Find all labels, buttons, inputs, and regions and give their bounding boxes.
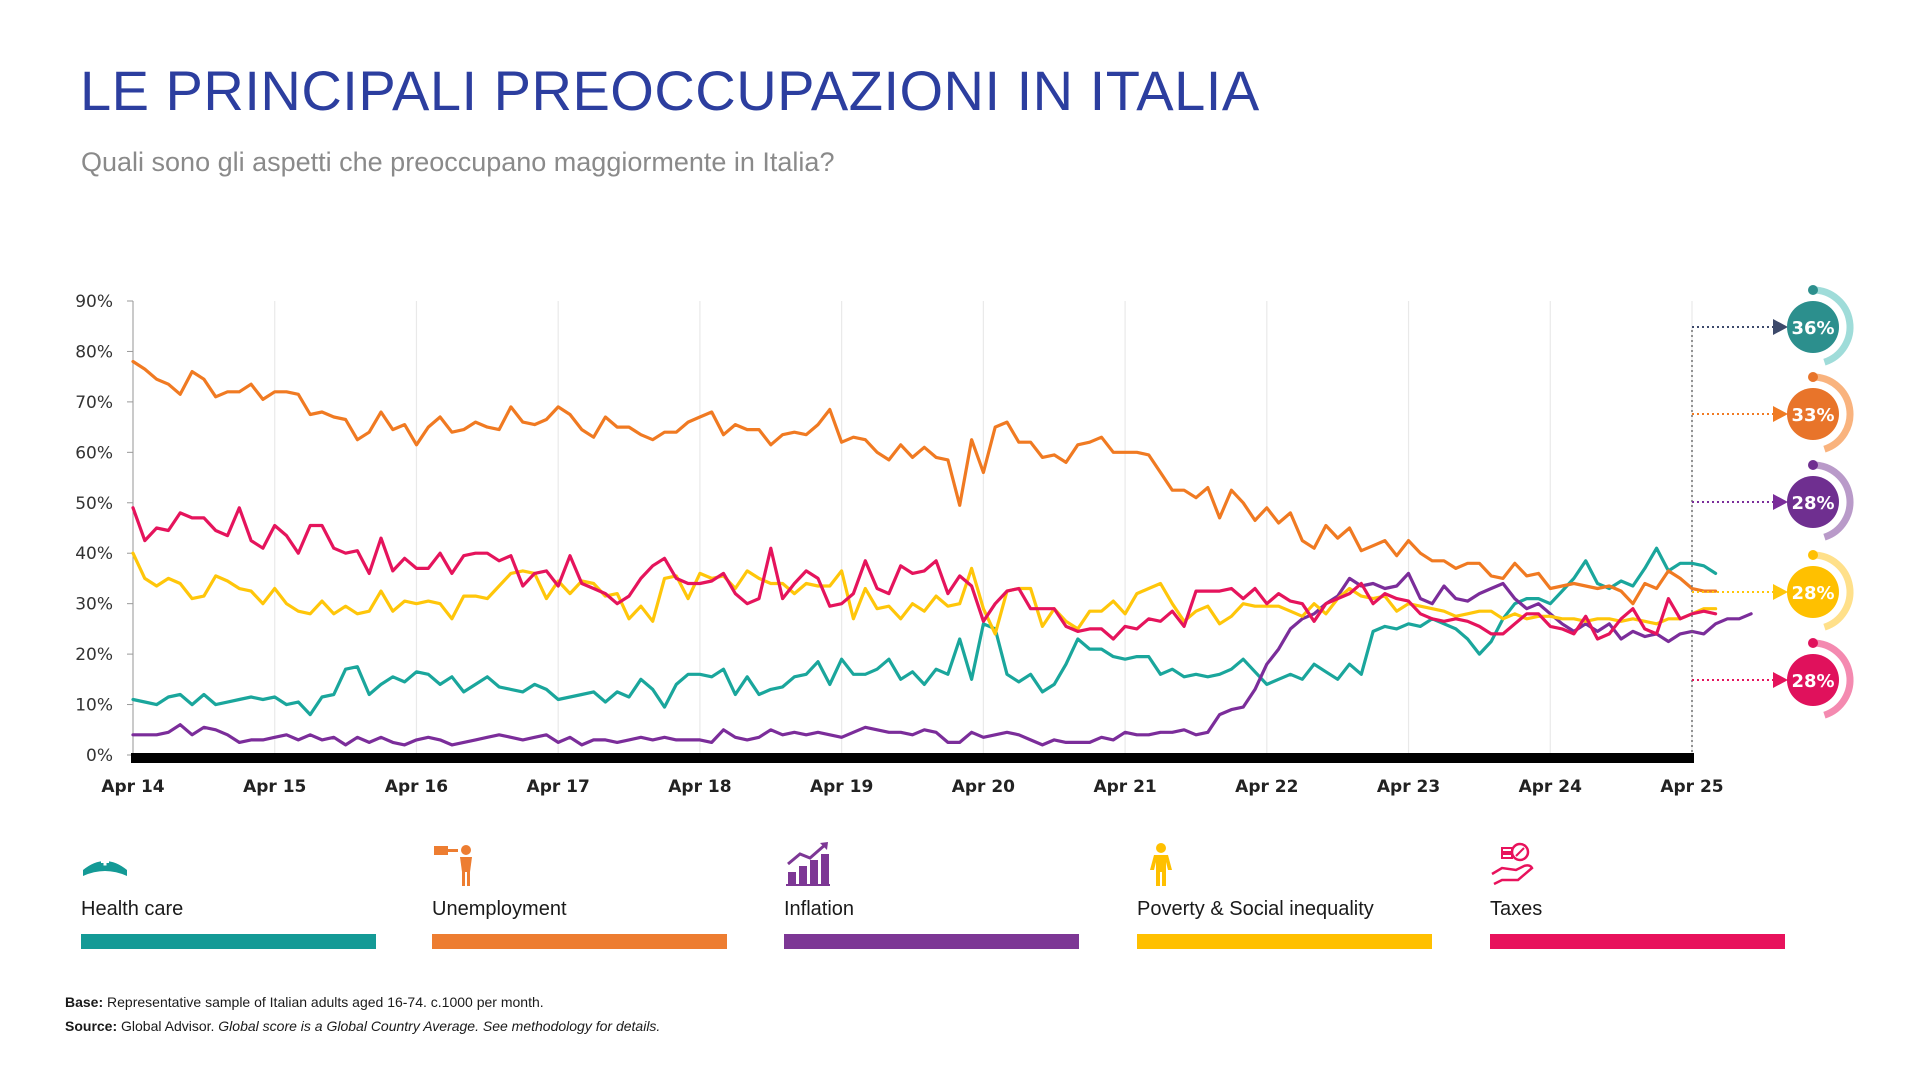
y-tick-label: 0% [86, 746, 113, 766]
legend-label: Inflation [784, 898, 855, 920]
legend-swatch [1490, 934, 1785, 949]
legend-item-health-care: Health care [81, 840, 376, 950]
y-tick-label: 50% [75, 494, 113, 514]
page-title: LE PRINCIPALI PREOCCUPAZIONI IN ITALIA [80, 59, 1260, 122]
y-tick-label: 30% [75, 595, 113, 615]
end-ring-dot [1808, 372, 1818, 382]
end-arrow-head [1773, 672, 1788, 688]
legend-item-unemployment: Unemployment [432, 840, 727, 950]
legend-swatch [784, 934, 1079, 949]
end-value-circle [1787, 301, 1839, 353]
end-ring-dot [1808, 460, 1818, 470]
end-arrow-head [1773, 584, 1788, 600]
x-tick-label: Apr 21 [1093, 777, 1156, 797]
end-ring-arc [1812, 373, 1854, 453]
footnotes: Base: Representative sample of Italian a… [65, 990, 660, 1038]
base-note: Base: Representative sample of Italian a… [65, 994, 544, 1010]
person-standing-icon [1150, 843, 1172, 886]
x-tick-label: Apr 15 [243, 777, 306, 797]
legend-item-poverty: Poverty & Social inequality [1137, 840, 1432, 950]
x-tick-label: Apr 20 [952, 777, 1015, 797]
end-ring-arc [1812, 286, 1854, 366]
y-tick-label: 60% [75, 443, 113, 463]
legend-item-inflation: Inflation [784, 840, 1079, 950]
end-ring-dot [1808, 550, 1818, 560]
end-value-label: 28% [1791, 583, 1834, 604]
y-tick-label: 70% [75, 393, 113, 413]
end-ring-arc [1812, 551, 1854, 631]
end-value-label: 28% [1791, 493, 1834, 514]
x-tick-label: Apr 24 [1519, 777, 1582, 797]
y-tick-label: 80% [75, 342, 113, 362]
series-line-unemployment [131, 359, 1718, 606]
rising-bars-icon [786, 842, 830, 886]
end-arrow-head [1773, 406, 1788, 422]
x-tick-label: Apr 22 [1235, 777, 1298, 797]
x-tick-label: Apr 19 [810, 777, 873, 797]
x-tick-label: Apr 17 [527, 777, 590, 797]
end-value-label: 33% [1791, 405, 1834, 426]
end-value-circle [1787, 388, 1839, 440]
y-tick-label: 90% [75, 292, 113, 312]
line-chart: 0%10%20%30%40%50%60%70%80%90% Apr 14 Apr … [75, 285, 1854, 797]
x-tick-label: Apr 18 [668, 777, 731, 797]
series-line-poverty-social-inequality [131, 551, 1718, 636]
x-tick-label: Apr 16 [385, 777, 448, 797]
series-line-inflation [131, 571, 1753, 747]
end-value-circle [1787, 476, 1839, 528]
source-note: Source: Global Advisor. Global score is … [65, 1018, 661, 1034]
chart-series [131, 359, 1753, 747]
end-value-label: 36% [1791, 318, 1834, 339]
end-value-markers: 36% 33% 28% 28% 28% [1691, 285, 1854, 755]
y-axis-labels: 0% 10% 20% 30% 40% 50% 60% 70% 80% 90% [75, 292, 113, 766]
x-tick-label: Apr 25 [1660, 777, 1723, 797]
legend-item-taxes: Taxes [1490, 840, 1785, 950]
end-value-circle [1787, 566, 1839, 618]
legend-swatch [81, 934, 376, 949]
nurse-cap-icon [83, 857, 127, 876]
end-arrow-head [1773, 494, 1788, 510]
legend-label: Unemployment [432, 898, 567, 920]
x-tick-label: Apr 23 [1377, 777, 1440, 797]
y-tick-label: 40% [75, 544, 113, 564]
legend-swatch [1137, 934, 1432, 949]
end-ring-dot [1808, 285, 1818, 295]
legend-label: Taxes [1490, 898, 1543, 920]
end-value-label: 28% [1791, 671, 1834, 692]
y-tick-label: 20% [75, 645, 113, 665]
chart-grid [127, 300, 1694, 763]
end-arrow-head [1773, 319, 1788, 335]
end-ring-dot [1808, 638, 1818, 648]
x-axis-baseline [131, 753, 1694, 763]
end-ring-arc [1812, 461, 1854, 541]
end-value-circle [1787, 654, 1839, 706]
series-line-health-care [131, 546, 1718, 717]
hand-money-icon [1491, 842, 1534, 886]
legend-label: Health care [81, 898, 184, 920]
x-axis-labels: Apr 14 Apr 15 Apr 16 Apr 17 Apr 18 Apr 19 Apr … [101, 777, 1723, 797]
end-ring-arc [1812, 639, 1854, 719]
page-subtitle: Quali sono gli aspetti che preoccupano m… [81, 147, 835, 177]
worker-pointing-icon [434, 845, 472, 886]
legend-swatch [432, 934, 727, 949]
x-tick-label: Apr 14 [101, 777, 164, 797]
series-line-taxes [131, 506, 1718, 641]
legend-label: Poverty & Social inequality [1137, 898, 1374, 920]
y-tick-label: 10% [75, 696, 113, 716]
